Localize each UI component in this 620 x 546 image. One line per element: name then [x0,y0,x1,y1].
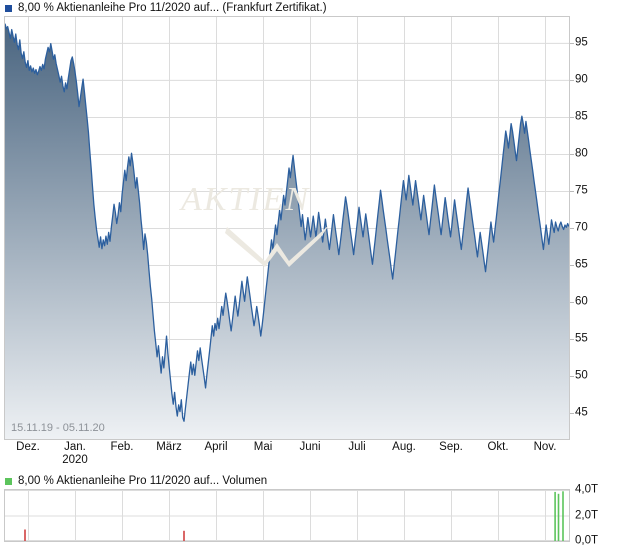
price-legend-swatch [4,3,13,13]
x-tick-mai: Mai [254,441,273,454]
x-tick-label: Mai [253,441,273,453]
x-tick-label: Okt. [487,441,509,453]
volume-legend[interactable]: 8,00 % Aktienanleihe Pro 11/2020 auf... … [4,475,267,487]
x-tick-okt: Okt. [487,441,508,454]
y-tick-label: 85 [575,110,588,123]
y-tick-mark [570,376,574,378]
y-tick-label: 75 [575,184,588,197]
x-tick-feb: Feb. [110,441,133,454]
date-range-label: 15.11.19 - 05.11.20 [11,422,105,434]
price-chart-svg [5,17,569,439]
x-tick-year: 2020 [62,454,88,466]
volume-y-tick-label: 2,0T [575,508,599,521]
volume-bar [557,493,560,541]
y-tick-label: 90 [575,73,588,86]
y-tick-label: 45 [575,406,588,419]
x-tick-juni: Juni [299,441,320,454]
y-tick-label: 55 [575,332,588,345]
y-tick-mark [570,339,574,341]
x-tick-april: April [204,441,227,454]
volume-y-axis: 4,0T 2,0T 0,0T [575,484,620,546]
y-tick-mark [570,302,574,304]
y-tick-label: 70 [575,221,588,234]
volume-chart-svg [5,490,569,541]
y-tick-mark [570,153,574,155]
x-tick-juli: Juli [348,441,365,454]
x-tick-label: Juni [299,441,321,453]
price-chart-plot[interactable]: AKTIEN 15.11.19 - 05.11.20 [4,16,570,440]
y-tick-label: 80 [575,147,588,160]
x-axis-months: Dez. Jan. 2020 Feb. März April Mai Juni Juli Aug.… [0,441,620,473]
price-legend[interactable]: 8,00 % Aktienanleihe Pro 11/2020 auf... … [4,2,327,14]
x-tick-label: März [156,441,182,453]
volume-bar [554,491,556,541]
x-tick-märz: März [156,441,182,454]
x-tick-aug: Aug. [392,441,416,454]
volume-bar [24,529,26,541]
x-tick-label: Nov. [533,441,557,453]
y-tick-label: 65 [575,258,588,271]
volume-bar [183,530,185,541]
volume-legend-swatch [4,476,13,486]
y-tick-mark [570,42,574,44]
y-tick-label: 50 [575,369,588,382]
volume-y-tick-label: 4,0T [575,483,599,496]
x-tick-sep: Sep. [439,441,463,454]
volume-y-tick-label: 0,0T [575,534,599,546]
y-tick-mark [570,228,574,229]
y-tick-mark [570,413,574,415]
y-tick-label: 60 [575,295,588,308]
x-tick-label: Sep. [439,441,463,453]
price-y-axis: 95 90 85 80 75 70 65 60 55 50 45 [570,16,620,440]
x-tick-nov: Nov. [534,441,557,454]
y-tick-mark [570,190,574,192]
x-tick-jan: Jan. 2020 [62,441,88,467]
x-tick-label: Juli [348,441,366,453]
volume-chart-plot[interactable] [4,489,570,542]
y-tick-label: 95 [575,36,588,49]
volume-legend-label: 8,00 % Aktienanleihe Pro 11/2020 auf... … [18,475,268,487]
x-tick-label: April [204,441,228,453]
x-tick-dez: Dez. [16,441,40,454]
x-tick-label: Jan. [64,441,86,453]
y-tick-mark [570,265,574,267]
y-tick-mark [570,79,574,81]
x-tick-label: Dez. [16,441,40,453]
volume-bar [562,491,564,541]
x-tick-label: Feb. [110,441,134,453]
price-legend-label: 8,00 % Aktienanleihe Pro 11/2020 auf... … [18,2,327,14]
x-tick-label: Aug. [392,441,416,453]
y-tick-mark [570,116,574,118]
